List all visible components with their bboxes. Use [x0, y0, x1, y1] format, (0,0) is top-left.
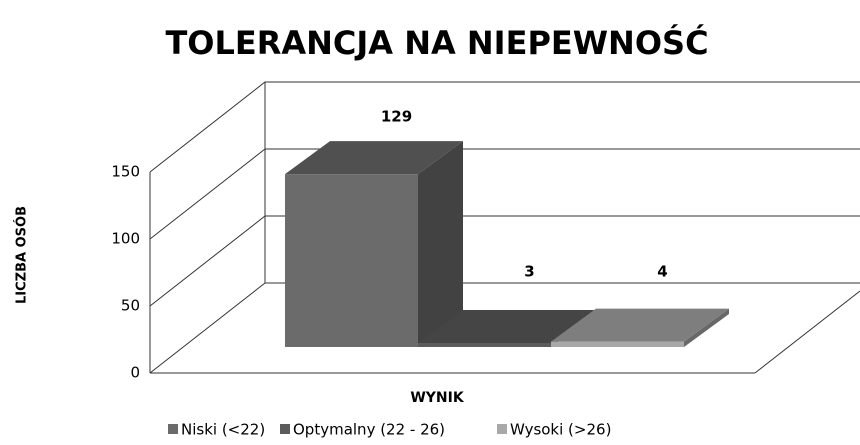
legend-label: Optymalny (22 - 26)	[293, 421, 445, 439]
x-axis-title: WYNIK	[410, 390, 465, 406]
y-tick-label: 100	[111, 230, 140, 248]
legend-swatch	[280, 424, 290, 434]
grid-line	[149, 148, 860, 240]
chart-title: TOLERANCJA NA NIEPEWNOŚĆ	[165, 23, 708, 62]
bar-side	[684, 308, 729, 347]
bar-front	[551, 341, 684, 347]
data-label: 3	[524, 263, 534, 281]
legend-swatch	[168, 424, 178, 434]
bar-side	[418, 141, 463, 347]
bar-front	[418, 342, 551, 347]
legend-swatch	[497, 424, 507, 434]
y-axis-title: LICZBA OSÓB	[14, 206, 30, 304]
grid-line	[149, 215, 860, 307]
data-label: 4	[657, 263, 667, 281]
data-label: 129	[381, 108, 412, 126]
plot-walls	[149, 82, 860, 374]
grid-line	[149, 282, 860, 374]
y-tick-label: 0	[130, 364, 140, 382]
legend-label: Niski (<22)	[181, 421, 265, 439]
y-tick-label: 50	[121, 297, 140, 315]
y-tick-label: 150	[111, 163, 140, 181]
grid-line	[149, 81, 860, 173]
bar-top	[551, 308, 729, 342]
floor-right-edge	[754, 290, 860, 374]
bar-top	[285, 141, 463, 175]
legend-label: Wysoki (>26)	[510, 421, 611, 439]
bar-top	[418, 309, 596, 343]
bar-front	[285, 174, 418, 347]
